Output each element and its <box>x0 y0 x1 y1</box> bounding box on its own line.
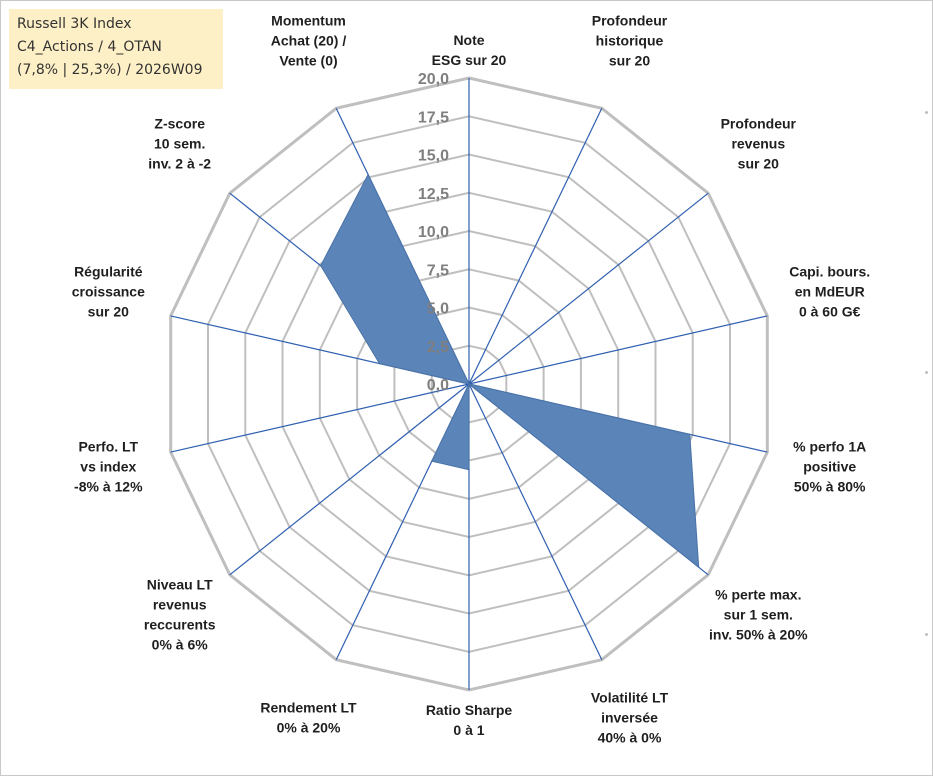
radial-tick-label: 20,0 <box>418 71 449 88</box>
info-stats-week: (7,8% | 25,3%) / 2026W09 <box>17 62 203 78</box>
scroll-marker <box>925 111 928 114</box>
axis-label: Perfo. LT vs index -8% à 12% <box>74 438 143 494</box>
axis-spoke <box>229 383 470 576</box>
axis-label: Note ESG sur 20 <box>432 32 507 68</box>
series-point <box>697 566 700 568</box>
axis-label: % perfo 1A positive 50% à 80% <box>793 438 866 494</box>
info-box: Russell 3K Index C4_Actions / 4_OTAN (7,… <box>9 9 223 89</box>
scroll-marker <box>925 371 928 374</box>
series-point <box>468 468 470 471</box>
axis-label: Profondeur revenus sur 20 <box>721 115 797 171</box>
series-point <box>378 362 381 365</box>
radial-tick-label: 7,5 <box>427 262 449 279</box>
tick-label-layer: 0,0 2,5 5,0 7,5 10,0 12,5 15,0 17,5 20,0 <box>418 71 449 394</box>
axis-spoke <box>468 192 709 385</box>
axis-spoke <box>468 383 603 660</box>
series-point <box>468 383 470 385</box>
radial-tick-label: 10,0 <box>418 224 449 241</box>
radial-tick-label: 2,5 <box>427 339 449 356</box>
info-index-name: Russell 3K Index <box>17 16 132 32</box>
series-area <box>320 173 700 569</box>
axis-label: Capi. bours. en MdEUR 0 à 60 G€ <box>789 264 870 320</box>
axis-spoke <box>468 108 603 385</box>
series-layer <box>319 173 700 569</box>
axis-label: Rendement LT 0% à 20% <box>260 699 357 735</box>
radial-tick-label: 17,5 <box>418 109 449 126</box>
radial-tick-label: 0,0 <box>427 377 449 394</box>
radial-tick-label: 15,0 <box>418 148 449 165</box>
series-point <box>689 433 691 436</box>
axis-label: Ratio Sharpe 0 à 1 <box>426 702 513 738</box>
axis-label: Niveau LT revenus reccurents 0% à 6% <box>144 577 216 653</box>
series-point <box>319 264 322 267</box>
axis-label: Régularité croissance sur 20 <box>72 264 145 320</box>
radial-tick-label: 12,5 <box>418 186 449 203</box>
axis-spoke <box>170 383 470 453</box>
series-point <box>367 173 369 176</box>
axis-label: Profondeur historique sur 20 <box>592 13 668 69</box>
info-portfolio: C4_Actions / 4_OTAN <box>17 39 162 55</box>
radial-tick-label: 5,0 <box>427 301 449 318</box>
series-point <box>431 460 433 463</box>
axis-label: Volatilité LT inversée 40% à 0% <box>591 689 669 745</box>
axis-label: Momentum Achat (20) / Vente (0) <box>271 13 347 69</box>
axis-label: % perte max. sur 1 sem. inv. 50% à 20% <box>709 587 808 643</box>
scroll-marker <box>925 633 928 636</box>
axis-label: Z-score 10 sem. inv. 2 à -2 <box>148 115 211 171</box>
axis-label-layer: Note ESG sur 20 Profondeur historique sur 20… <box>72 13 870 746</box>
axis-spoke <box>468 315 768 385</box>
